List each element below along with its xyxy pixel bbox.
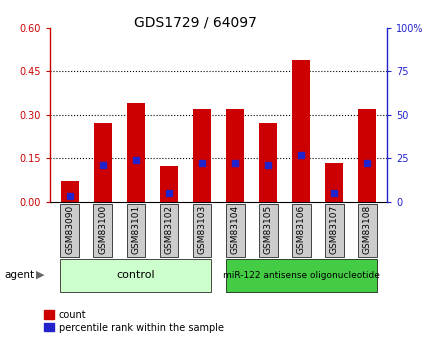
- Text: GSM83090: GSM83090: [65, 205, 74, 254]
- Text: miR-122 antisense oligonucleotide: miR-122 antisense oligonucleotide: [222, 270, 379, 280]
- Bar: [357, 204, 376, 257]
- Bar: [61, 181, 79, 202]
- Bar: [225, 259, 376, 292]
- Bar: [292, 60, 309, 202]
- Bar: [259, 124, 276, 202]
- Text: GSM83103: GSM83103: [197, 205, 206, 254]
- Bar: [258, 204, 277, 257]
- Bar: [193, 109, 210, 202]
- Text: GSM83101: GSM83101: [131, 205, 140, 254]
- Text: GSM83107: GSM83107: [329, 205, 338, 254]
- Bar: [358, 109, 375, 202]
- Text: GSM83105: GSM83105: [263, 205, 272, 254]
- Bar: [324, 204, 343, 257]
- Text: agent: agent: [4, 270, 34, 280]
- Bar: [60, 259, 211, 292]
- Text: GDS1729 / 64097: GDS1729 / 64097: [134, 16, 256, 30]
- Text: ▶: ▶: [36, 270, 44, 280]
- Bar: [291, 204, 310, 257]
- Text: GSM83108: GSM83108: [362, 205, 371, 254]
- Bar: [226, 109, 243, 202]
- Bar: [127, 103, 145, 202]
- Bar: [225, 204, 244, 257]
- Bar: [60, 204, 79, 257]
- Bar: [93, 204, 112, 257]
- Bar: [325, 162, 342, 202]
- Text: GSM83104: GSM83104: [230, 205, 239, 254]
- Bar: [160, 166, 178, 202]
- Bar: [192, 204, 211, 257]
- Bar: [126, 204, 145, 257]
- Text: GSM83100: GSM83100: [98, 205, 107, 254]
- Bar: [159, 204, 178, 257]
- Text: GSM83106: GSM83106: [296, 205, 305, 254]
- Text: control: control: [116, 270, 155, 280]
- Text: GSM83102: GSM83102: [164, 205, 173, 254]
- Legend: count, percentile rank within the sample: count, percentile rank within the sample: [40, 306, 227, 337]
- Bar: [94, 124, 112, 202]
